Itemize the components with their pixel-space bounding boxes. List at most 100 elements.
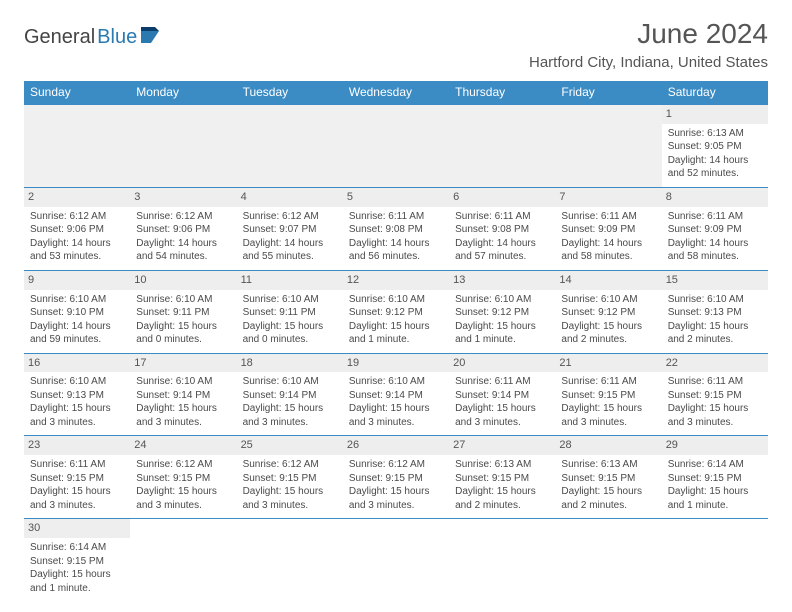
day-number: 9 xyxy=(24,271,130,290)
sunset-text: Sunset: 9:15 PM xyxy=(243,472,337,486)
day-number: 15 xyxy=(662,271,768,290)
sunrise-text: Sunrise: 6:11 AM xyxy=(668,210,762,224)
daylight-text: Daylight: 15 hours and 3 minutes. xyxy=(349,485,443,512)
sunrise-text: Sunrise: 6:12 AM xyxy=(243,458,337,472)
day-number: 16 xyxy=(24,354,130,373)
day-number: 6 xyxy=(449,188,555,207)
calendar-day-cell: 28 Sunrise: 6:13 AMSunset: 9:15 PMDayligh… xyxy=(555,436,661,519)
sunrise-text: Sunrise: 6:10 AM xyxy=(349,293,443,307)
calendar-week-row: 9Sunrise: 6:10 AMSunset: 9:10 PMDaylight… xyxy=(24,270,768,353)
sunrise-text: Sunrise: 6:11 AM xyxy=(668,375,762,389)
calendar-day-cell: 23 Sunrise: 6:11 AMSunset: 9:15 PMDayligh… xyxy=(24,436,130,519)
daylight-text: Daylight: 15 hours and 1 minute. xyxy=(30,568,124,595)
sunset-text: Sunset: 9:14 PM xyxy=(455,389,549,403)
calendar-body: 1Sunrise: 6:13 AMSunset: 9:05 PMDaylight… xyxy=(24,104,768,601)
calendar-day-cell: 10Sunrise: 6:10 AMSunset: 9:11 PMDayligh… xyxy=(130,270,236,353)
daylight-text: Daylight: 14 hours and 55 minutes. xyxy=(243,237,337,264)
sunset-text: Sunset: 9:14 PM xyxy=(243,389,337,403)
daylight-text: Daylight: 15 hours and 3 minutes. xyxy=(30,485,124,512)
calendar-day-cell: 25Sunrise: 6:12 AMSunset: 9:15 PMDayligh… xyxy=(237,436,343,519)
day-number: 11 xyxy=(237,271,343,290)
daylight-text: Daylight: 15 hours and 1 minute. xyxy=(455,320,549,347)
sunrise-text: Sunrise: 6:10 AM xyxy=(30,375,124,389)
day-number: 19 xyxy=(343,354,449,373)
sunset-text: Sunset: 9:13 PM xyxy=(668,306,762,320)
calendar-day-cell xyxy=(343,104,449,187)
calendar-day-cell: 5Sunrise: 6:11 AMSunset: 9:08 PMDaylight… xyxy=(343,187,449,270)
calendar-day-cell: 14Sunrise: 6:10 AMSunset: 9:12 PMDayligh… xyxy=(555,270,661,353)
daylight-text: Daylight: 14 hours and 53 minutes. xyxy=(30,237,124,264)
sunrise-text: Sunrise: 6:11 AM xyxy=(561,210,655,224)
sunset-text: Sunset: 9:11 PM xyxy=(243,306,337,320)
day-number: 18 xyxy=(237,354,343,373)
sunrise-text: Sunrise: 6:10 AM xyxy=(349,375,443,389)
day-number: 24 xyxy=(130,436,236,455)
sunrise-text: Sunrise: 6:13 AM xyxy=(561,458,655,472)
weekday-header: Monday xyxy=(130,81,236,104)
day-number: 7 xyxy=(555,188,661,207)
day-number: 4 xyxy=(237,188,343,207)
sunrise-text: Sunrise: 6:12 AM xyxy=(136,458,230,472)
calendar-day-cell: 2Sunrise: 6:12 AMSunset: 9:06 PMDaylight… xyxy=(24,187,130,270)
daylight-text: Daylight: 14 hours and 52 minutes. xyxy=(668,154,762,181)
day-number: 3 xyxy=(130,188,236,207)
sunset-text: Sunset: 9:13 PM xyxy=(30,389,124,403)
sunset-text: Sunset: 9:12 PM xyxy=(561,306,655,320)
location-text: Hartford City, Indiana, United States xyxy=(529,54,768,71)
sunrise-text: Sunrise: 6:11 AM xyxy=(30,458,124,472)
calendar-day-cell: 3Sunrise: 6:12 AMSunset: 9:06 PMDaylight… xyxy=(130,187,236,270)
sunset-text: Sunset: 9:15 PM xyxy=(30,472,124,486)
sunrise-text: Sunrise: 6:11 AM xyxy=(455,210,549,224)
sunrise-text: Sunrise: 6:10 AM xyxy=(243,293,337,307)
weekday-header-row: Sunday Monday Tuesday Wednesday Thursday… xyxy=(24,81,768,104)
daylight-text: Daylight: 15 hours and 1 minute. xyxy=(349,320,443,347)
sunset-text: Sunset: 9:08 PM xyxy=(349,223,443,237)
calendar-day-cell: 7Sunrise: 6:11 AMSunset: 9:09 PMDaylight… xyxy=(555,187,661,270)
daylight-text: Daylight: 15 hours and 0 minutes. xyxy=(136,320,230,347)
calendar-day-cell: 24Sunrise: 6:12 AMSunset: 9:15 PMDayligh… xyxy=(130,436,236,519)
sunrise-text: Sunrise: 6:14 AM xyxy=(30,541,124,555)
weekday-header: Tuesday xyxy=(237,81,343,104)
day-number: 30 xyxy=(24,519,130,538)
day-number: 29 xyxy=(662,436,768,455)
sunset-text: Sunset: 9:15 PM xyxy=(30,555,124,569)
calendar-day-cell xyxy=(662,519,768,601)
sunset-text: Sunset: 9:09 PM xyxy=(668,223,762,237)
daylight-text: Daylight: 15 hours and 3 minutes. xyxy=(243,402,337,429)
daylight-text: Daylight: 15 hours and 3 minutes. xyxy=(668,402,762,429)
day-number: 28 xyxy=(555,436,661,455)
sunrise-text: Sunrise: 6:10 AM xyxy=(30,293,124,307)
sunset-text: Sunset: 9:15 PM xyxy=(349,472,443,486)
daylight-text: Daylight: 15 hours and 2 minutes. xyxy=(561,485,655,512)
weekday-header: Sunday xyxy=(24,81,130,104)
daylight-text: Daylight: 15 hours and 1 minute. xyxy=(668,485,762,512)
daylight-text: Daylight: 15 hours and 3 minutes. xyxy=(243,485,337,512)
day-number: 2 xyxy=(24,188,130,207)
daylight-text: Daylight: 15 hours and 3 minutes. xyxy=(30,402,124,429)
daylight-text: Daylight: 14 hours and 56 minutes. xyxy=(349,237,443,264)
sunset-text: Sunset: 9:15 PM xyxy=(455,472,549,486)
calendar-day-cell: 16 Sunrise: 6:10 AMSunset: 9:13 PMDayligh… xyxy=(24,353,130,436)
calendar-day-cell xyxy=(24,104,130,187)
sunset-text: Sunset: 9:10 PM xyxy=(30,306,124,320)
calendar-week-row: 30 Sunrise: 6:14 AMSunset: 9:15 PMDayligh… xyxy=(24,519,768,601)
sunset-text: Sunset: 9:09 PM xyxy=(561,223,655,237)
logo-text-blue: Blue xyxy=(97,26,137,49)
calendar-day-cell: 13Sunrise: 6:10 AMSunset: 9:12 PMDayligh… xyxy=(449,270,555,353)
sunset-text: Sunset: 9:14 PM xyxy=(349,389,443,403)
day-number: 8 xyxy=(662,188,768,207)
day-number: 14 xyxy=(555,271,661,290)
sunset-text: Sunset: 9:08 PM xyxy=(455,223,549,237)
day-number: 23 xyxy=(24,436,130,455)
calendar-day-cell xyxy=(130,104,236,187)
day-number: 21 xyxy=(555,354,661,373)
day-number: 20 xyxy=(449,354,555,373)
sunrise-text: Sunrise: 6:10 AM xyxy=(136,375,230,389)
sunset-text: Sunset: 9:15 PM xyxy=(668,472,762,486)
day-number: 12 xyxy=(343,271,449,290)
calendar-day-cell: 18Sunrise: 6:10 AMSunset: 9:14 PMDayligh… xyxy=(237,353,343,436)
sunset-text: Sunset: 9:14 PM xyxy=(136,389,230,403)
sunset-text: Sunset: 9:15 PM xyxy=(561,472,655,486)
sunrise-text: Sunrise: 6:14 AM xyxy=(668,458,762,472)
sunset-text: Sunset: 9:12 PM xyxy=(455,306,549,320)
